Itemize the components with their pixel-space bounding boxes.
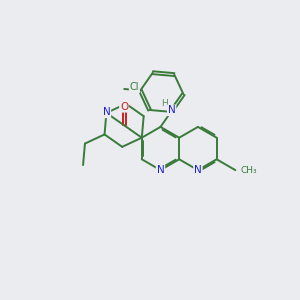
Text: N: N — [168, 105, 176, 116]
Text: N: N — [103, 107, 110, 117]
Text: H: H — [161, 99, 168, 108]
Text: N: N — [194, 165, 202, 175]
Text: Cl: Cl — [130, 82, 139, 92]
Text: CH₃: CH₃ — [241, 166, 257, 175]
Text: O: O — [120, 102, 128, 112]
Text: N: N — [157, 165, 164, 175]
